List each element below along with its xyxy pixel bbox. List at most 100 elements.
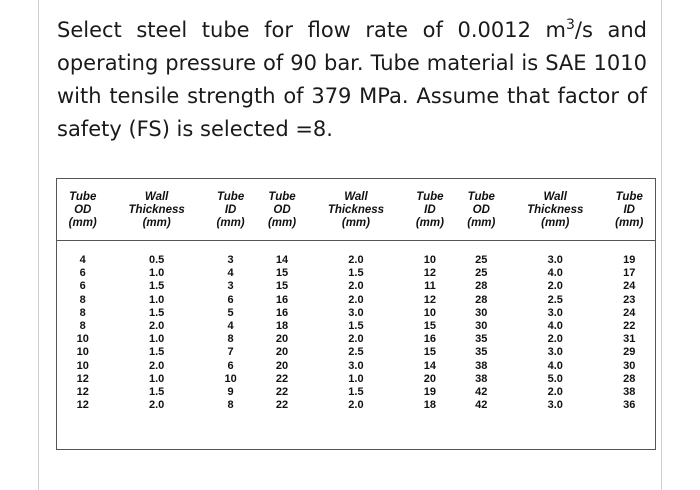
column-header-line: ID xyxy=(623,204,635,216)
table-cell: 6 xyxy=(227,359,234,372)
table-cell: 10 xyxy=(76,333,89,346)
table-cell: 25 xyxy=(475,254,488,266)
column-header: Tube OD (mm) xyxy=(455,179,508,241)
table-cell: 12 xyxy=(76,386,89,399)
table-row: 8 1.0 6 16 2.0 12 28 2.5 23 xyxy=(57,294,655,307)
table-cell: 8 xyxy=(227,333,234,346)
table-cell: 1.0 xyxy=(149,333,165,346)
table-cell: 4 xyxy=(227,267,234,280)
column-header-line: OD xyxy=(273,204,291,216)
question-part-1: Select steel tube for flow rate of 0.001… xyxy=(57,18,566,42)
table-cell: 16 xyxy=(275,293,289,306)
table-cell: 35 xyxy=(475,333,488,346)
column-header-line: ID xyxy=(424,204,436,216)
table-cell: 4.0 xyxy=(547,267,563,280)
table-cell: 25 xyxy=(475,267,488,280)
table-cell: 3 xyxy=(227,280,234,293)
table-cell: 2.0 xyxy=(547,280,563,293)
table-body: 4 0.5 3 14 2.0 10 25 3.0 19 6 1.0 4 15 1.5 12 25 4.0 17 6 1… xyxy=(57,241,655,413)
table-cell: 1.0 xyxy=(348,372,364,385)
table-cell: 2.5 xyxy=(348,346,364,359)
table-cell: 4 xyxy=(227,320,234,333)
column-header: Wall Thickness (mm) xyxy=(307,179,405,241)
column-header-line: Wall xyxy=(543,191,567,203)
table-row: 12 2.0 8 22 2.0 18 42 3.0 36 xyxy=(57,399,655,412)
column-header: Tube ID (mm) xyxy=(404,179,456,241)
table-cell: 31 xyxy=(623,333,636,346)
table-cell: 30 xyxy=(475,306,488,319)
table-row: 10 1.0 8 20 2.0 16 35 2.0 31 xyxy=(57,333,655,346)
column-header-line: (mm) xyxy=(615,217,644,229)
table-cell: 20 xyxy=(423,372,436,385)
column-header: Tube OD (mm) xyxy=(57,179,109,241)
table-cell: 3.0 xyxy=(547,399,563,412)
column-header-line: (mm) xyxy=(467,217,496,229)
table-cell: 29 xyxy=(623,346,636,359)
table-cell: 15 xyxy=(275,280,289,293)
table-cell: 14 xyxy=(275,254,289,266)
table-cell: 28 xyxy=(623,372,636,385)
table-cell: 2.0 xyxy=(149,320,165,333)
column-header-line: Tube xyxy=(268,191,296,203)
table-cell: 2.0 xyxy=(348,280,364,293)
table-cell: 12 xyxy=(423,293,436,306)
table-row: 12 1.0 10 22 1.0 20 38 5.0 28 xyxy=(57,373,655,386)
table-cell: 24 xyxy=(623,280,636,293)
table-cell: 16 xyxy=(275,306,289,319)
column-header-line: Wall xyxy=(144,191,169,203)
table-cell: 5.0 xyxy=(547,372,563,385)
table-cell: 1.5 xyxy=(149,386,165,399)
column-header-line: Tube xyxy=(467,191,495,203)
table-cell: 4.0 xyxy=(547,320,563,333)
table-cell: 23 xyxy=(623,293,636,306)
column-header-line: Tube xyxy=(615,191,643,203)
table-row: 8 2.0 4 18 1.5 15 30 4.0 22 xyxy=(57,320,655,333)
table-cell: 20 xyxy=(275,333,289,346)
table-cell: 10 xyxy=(224,372,237,385)
table-cell: 1.5 xyxy=(149,346,165,359)
table-cell: 10 xyxy=(423,254,436,266)
table-cell: 16 xyxy=(423,333,436,346)
column-header-line: Thickness xyxy=(327,204,385,216)
table-cell: 9 xyxy=(227,386,234,399)
column-header-line: Thickness xyxy=(128,204,185,216)
table-cell: 8 xyxy=(227,399,234,412)
table-header-row: Tube OD (mm) Wall Thickness (mm) Tube ID (mm) Tub… xyxy=(57,179,655,241)
table-cell: 1.0 xyxy=(149,267,165,280)
table-cell: 2.0 xyxy=(348,293,364,306)
table-cell: 4.0 xyxy=(547,359,563,372)
table-cell: 6 xyxy=(227,293,234,306)
table-cell: 1.5 xyxy=(149,280,165,293)
table-cell: 3.0 xyxy=(348,359,364,372)
question-text: Select steel tube for flow rate of 0.001… xyxy=(57,14,647,146)
column-header-line: OD xyxy=(74,204,92,216)
table-cell: 8 xyxy=(79,293,86,306)
column-header-line: (mm) xyxy=(541,217,570,229)
column-header: Wall Thickness (mm) xyxy=(507,179,604,241)
table-cell: 1.5 xyxy=(348,320,364,333)
table-cell: 22 xyxy=(275,399,289,412)
table-cell: 1.0 xyxy=(149,372,165,385)
table-row: 12 1.5 9 22 1.5 19 42 2.0 38 xyxy=(57,386,655,399)
table-cell: 10 xyxy=(76,346,89,359)
column-header: Wall Thickness (mm) xyxy=(108,179,205,241)
table-cell: 42 xyxy=(475,399,488,412)
column-header-line: Wall xyxy=(344,191,368,203)
table-cell: 1.5 xyxy=(348,386,364,399)
table-cell: 3.0 xyxy=(547,254,563,266)
table-cell: 5 xyxy=(227,306,234,319)
table-cell: 1.0 xyxy=(149,293,165,306)
column-header-line: Thickness xyxy=(527,204,584,216)
table-cell: 2.0 xyxy=(547,386,563,399)
table-cell: 2.0 xyxy=(149,359,165,372)
table-cell: 18 xyxy=(423,399,436,412)
column-header: Tube ID (mm) xyxy=(204,179,257,241)
table-cell: 1.5 xyxy=(149,306,165,319)
table-cell: 10 xyxy=(76,359,89,372)
table-row: 4 0.5 3 14 2.0 10 25 3.0 19 xyxy=(57,241,655,268)
table-cell: 18 xyxy=(275,320,289,333)
table-cell: 6 xyxy=(79,267,86,280)
column-header: Tube ID (mm) xyxy=(603,179,655,241)
column-header-line: (mm) xyxy=(68,217,97,229)
table-cell: 12 xyxy=(76,399,89,412)
